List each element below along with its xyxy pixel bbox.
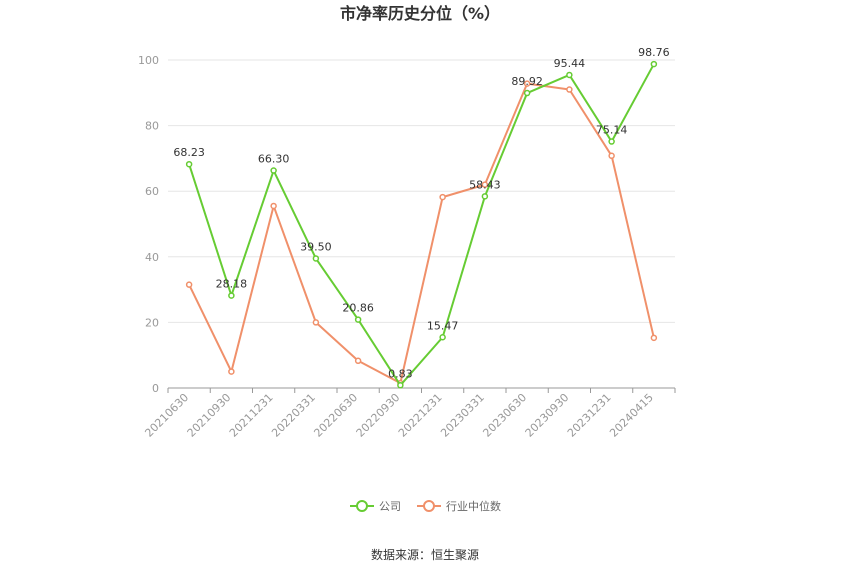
- grid-lines: [168, 59, 675, 323]
- data-point: [650, 60, 658, 68]
- data-point: [270, 167, 277, 174]
- x-tick-label: 20211231: [227, 391, 276, 440]
- data-point: [650, 334, 658, 342]
- data-label: 58.43: [469, 178, 501, 191]
- data-point: [185, 160, 193, 168]
- x-tick-label: 20220331: [269, 391, 318, 440]
- y-tick-label: 40: [145, 251, 159, 264]
- legend-label: 行业中位数: [446, 499, 501, 513]
- x-axis: 2021063020210930202112312022033120220630…: [142, 387, 676, 440]
- series-line: [188, 63, 655, 387]
- y-tick-label: 0: [152, 382, 159, 395]
- data-point: [270, 202, 277, 210]
- data-point: [523, 89, 531, 97]
- data-label: 20.86: [342, 302, 374, 315]
- y-tick-label: 60: [145, 185, 159, 198]
- data-label: 95.44: [554, 57, 586, 70]
- series-line: [188, 82, 655, 385]
- data-point: [523, 80, 531, 87]
- data-label: 98.76: [638, 46, 670, 59]
- data-label: 39.50: [300, 240, 332, 253]
- data-point: [439, 193, 446, 201]
- data-point: [566, 71, 573, 79]
- data-point: [354, 316, 362, 323]
- data-point: [481, 193, 489, 200]
- data-label: 15.47: [427, 319, 459, 332]
- legend: 公司 行业中位数: [350, 499, 501, 513]
- x-tick-label: 20220630: [311, 391, 360, 440]
- x-tick-label: 20230930: [523, 391, 572, 440]
- data-point: [566, 86, 573, 93]
- x-tick-label: 20230331: [438, 391, 487, 440]
- data-point: [439, 334, 446, 341]
- data-label: 66.30: [258, 153, 290, 166]
- data-label: 89.92: [511, 75, 543, 88]
- data-labels: 68.23 28.18 66.30 39.50 20.86 0.83 15.47 58.43 8…: [173, 46, 669, 380]
- y-axis: 0 20 40 60 80 100: [138, 54, 159, 395]
- data-point: [312, 319, 320, 326]
- data-point: [608, 152, 615, 160]
- data-point: [354, 357, 362, 365]
- data-point: [608, 138, 615, 145]
- data-point: [481, 181, 489, 188]
- x-tick-label: 20220930: [354, 391, 403, 440]
- data-point: [312, 255, 320, 262]
- series-lines: [185, 60, 658, 389]
- data-label: 68.23: [173, 146, 205, 159]
- data-label: 75.14: [596, 124, 628, 137]
- data-point: [397, 382, 404, 389]
- legend-label: 公司: [379, 500, 401, 513]
- x-tick-label: 20231231: [565, 391, 614, 440]
- legend-marker: [423, 500, 435, 512]
- y-tick-label: 80: [145, 120, 159, 133]
- legend-marker: [356, 500, 368, 512]
- source-note: 数据来源：恒生聚源: [371, 547, 479, 562]
- data-point: [228, 292, 235, 299]
- data-point: [228, 368, 235, 375]
- y-tick-label: 100: [138, 54, 159, 67]
- x-tick-label: 20221231: [396, 391, 445, 440]
- x-tick-label: 20230630: [480, 391, 529, 440]
- x-tick-label: 20240415: [607, 391, 656, 440]
- x-tick-label: 20210630: [142, 391, 191, 440]
- data-point: [185, 281, 193, 288]
- data-label: 0.83: [388, 367, 413, 380]
- y-tick-label: 20: [145, 316, 159, 329]
- data-label: 28.18: [216, 278, 248, 291]
- x-tick-label: 20210930: [185, 391, 234, 440]
- chart-title: 市净率历史分位（%）: [340, 4, 500, 23]
